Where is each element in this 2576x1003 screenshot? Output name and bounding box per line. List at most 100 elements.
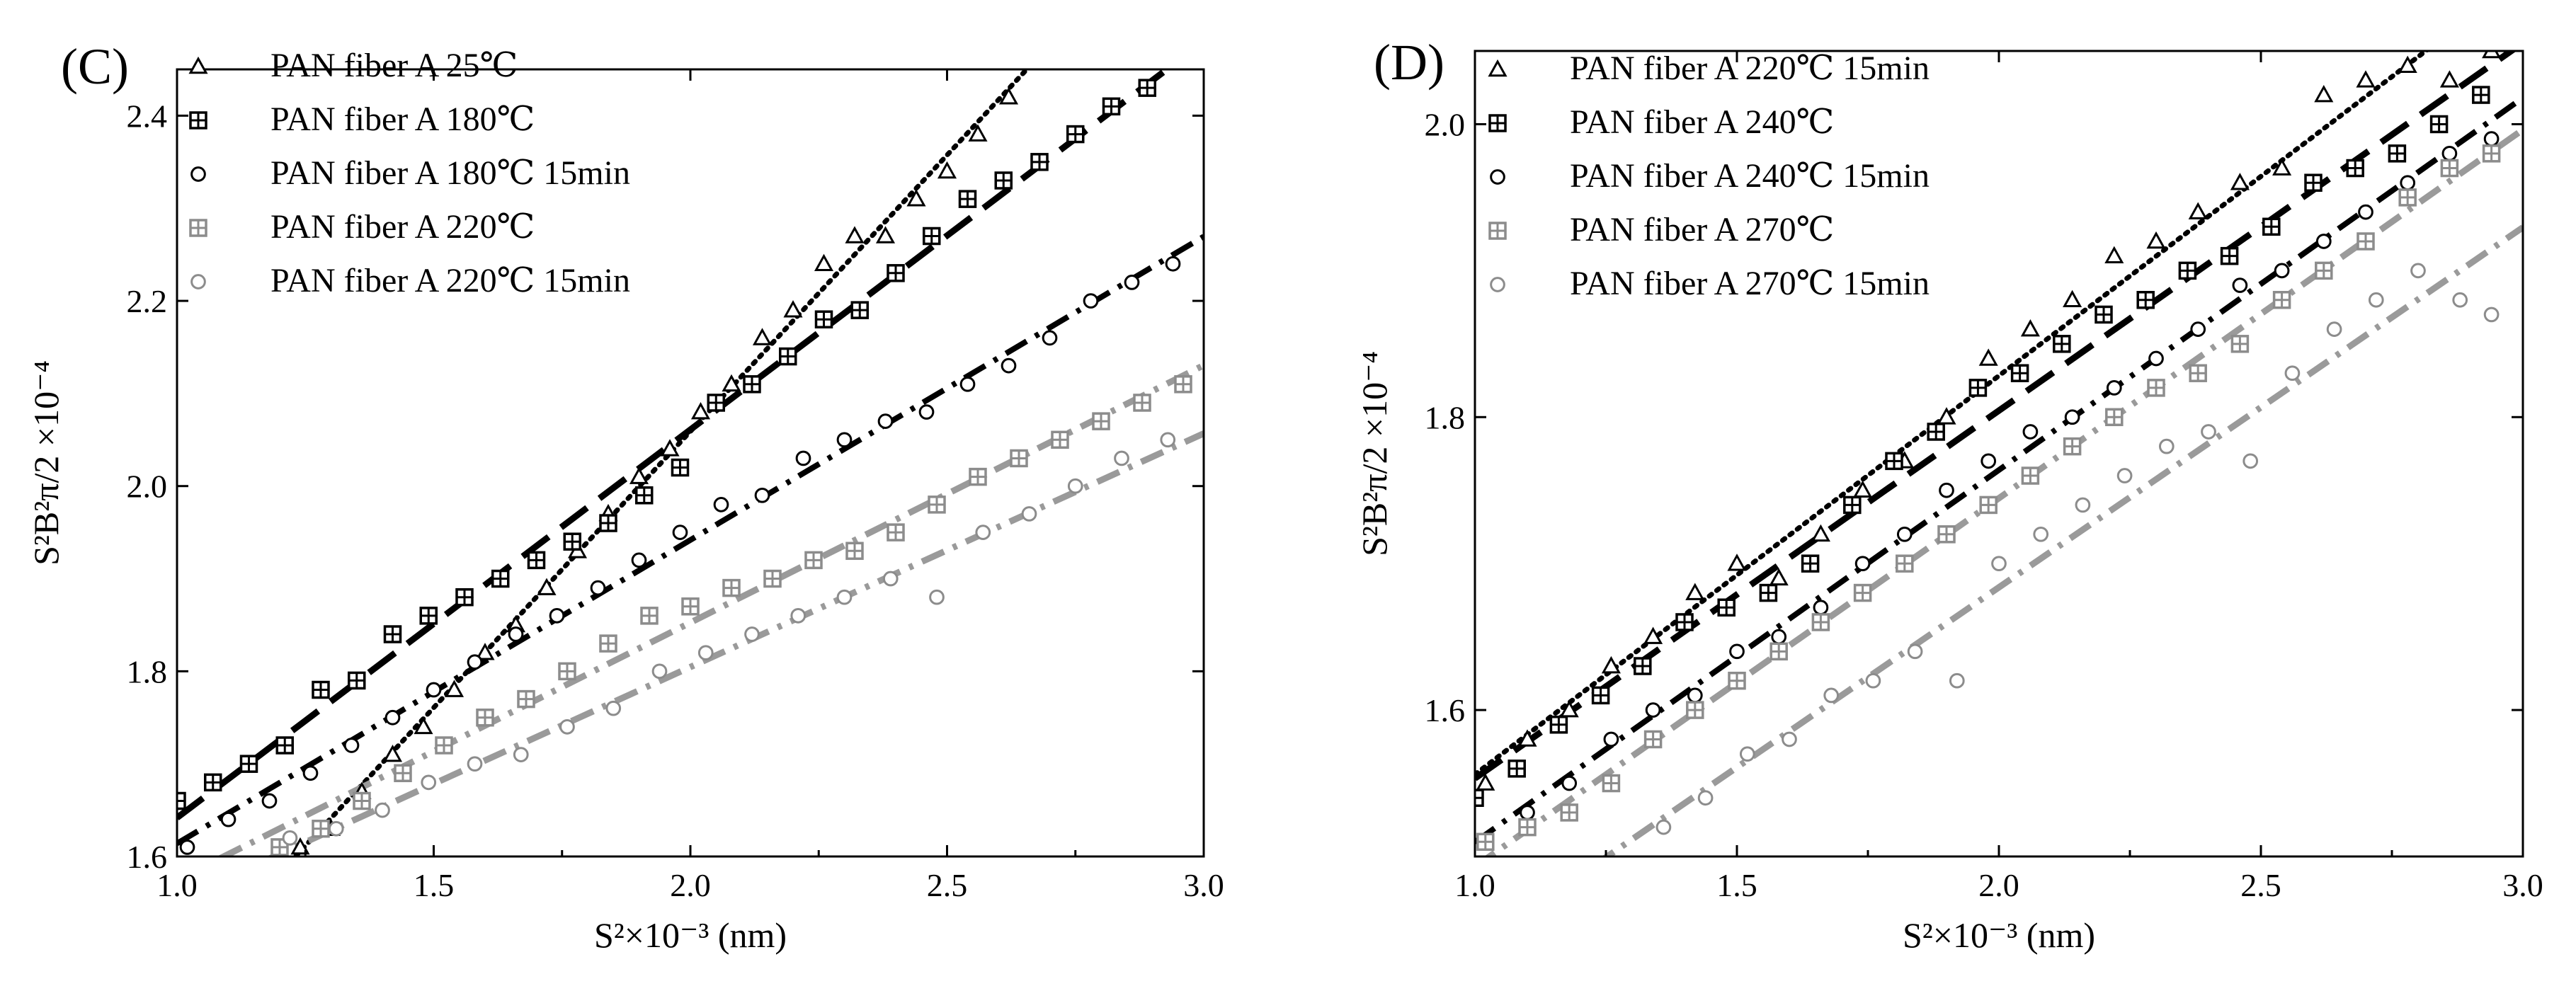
- data-point: [517, 689, 535, 709]
- data-point: [2095, 305, 2113, 324]
- data-point: [2232, 277, 2248, 293]
- fit-line-series-3: [1475, 95, 2523, 845]
- fit-line-series-5: [1601, 224, 2523, 856]
- data-point: [671, 458, 690, 477]
- data-point: [640, 607, 659, 625]
- data-point: [312, 680, 330, 699]
- data-point: [435, 736, 453, 755]
- data-point: [672, 525, 688, 540]
- data-point: [1634, 657, 1652, 675]
- data-point: [1843, 495, 1862, 515]
- data-point: [1991, 556, 2007, 572]
- data-point: [1978, 348, 1998, 366]
- data-point: [558, 662, 576, 681]
- y-tick-label: 1.8: [1425, 399, 1466, 435]
- y-tick-label: 1.6: [127, 839, 168, 875]
- panel-label: (D): [1374, 34, 1444, 91]
- data-points: [177, 52, 1192, 856]
- data-point: [383, 625, 402, 643]
- data-point: [2441, 145, 2458, 161]
- data-point: [2304, 173, 2323, 192]
- data-point: [559, 718, 575, 735]
- data-point: [2482, 144, 2501, 163]
- data-point: [1066, 125, 1085, 144]
- data-point: [2284, 365, 2301, 382]
- data-point: [491, 569, 510, 588]
- data-point: [845, 541, 864, 561]
- data-point: [2053, 335, 2071, 353]
- data-point: [414, 716, 433, 735]
- legend-marker: [1488, 114, 1507, 132]
- x-tick-label: 2.5: [2240, 867, 2281, 903]
- data-point: [722, 578, 741, 597]
- fit-line-series-4: [217, 362, 1204, 856]
- data-point: [1520, 805, 1535, 820]
- data-point: [1032, 52, 1047, 67]
- data-point: [2439, 70, 2459, 88]
- data-point: [2472, 86, 2490, 104]
- data-point: [877, 413, 894, 429]
- legend-label: PAN fiber A 220℃: [270, 208, 535, 246]
- data-point: [590, 580, 606, 596]
- data-point: [836, 432, 853, 448]
- data-point: [2146, 231, 2166, 249]
- series-5-points: [1655, 263, 2500, 835]
- data-point: [1968, 379, 1988, 397]
- data-point: [444, 680, 465, 697]
- y-tick-label: 1.6: [1425, 692, 1466, 728]
- legend-item: PAN fiber A 220℃ 15min: [1488, 50, 1930, 87]
- data-point: [2147, 379, 2165, 397]
- data-point: [1782, 731, 1797, 747]
- y-tick-label: 1.8: [127, 653, 168, 689]
- data-point: [2106, 380, 2122, 396]
- x-tick-label: 1.0: [1454, 867, 1495, 903]
- series-5-points: [282, 432, 1176, 846]
- data-point: [1559, 700, 1579, 718]
- data-point: [421, 774, 437, 791]
- data-point: [1114, 450, 1129, 466]
- data-point: [959, 376, 976, 392]
- data-point: [1092, 412, 1110, 430]
- legend-marker: [1488, 222, 1507, 240]
- data-point: [204, 773, 222, 792]
- data-point: [1769, 568, 1789, 586]
- data-point: [2105, 408, 2124, 427]
- data-point: [375, 802, 390, 818]
- legend-item: PAN fiber A 270℃ 15min: [1490, 265, 1930, 302]
- data-point: [290, 837, 310, 855]
- data-point: [1907, 643, 1923, 660]
- legend-label: PAN fiber A 270℃: [1570, 211, 1834, 248]
- data-point: [537, 578, 557, 595]
- data-point: [1981, 453, 1997, 469]
- series-4-points: [1476, 144, 2501, 852]
- data-point: [1591, 686, 1610, 705]
- series-3-points: [179, 256, 1181, 855]
- x-axis-title: S²×10⁻³ (nm): [594, 915, 787, 955]
- fit-line-series-5: [266, 430, 1204, 856]
- data-point: [707, 394, 725, 412]
- data-point: [1643, 626, 1663, 644]
- x-tick-label: 1.5: [1716, 867, 1757, 903]
- data-point: [1560, 803, 1578, 822]
- legend-marker: [188, 56, 208, 74]
- data-point: [1083, 293, 1099, 309]
- data-points: [1475, 51, 2502, 852]
- data-point: [1686, 701, 1704, 719]
- data-point: [697, 645, 714, 661]
- data-point: [2158, 438, 2175, 454]
- data-point: [353, 791, 371, 810]
- series-3-points: [1477, 131, 2500, 850]
- data-point: [467, 756, 483, 772]
- data-point: [1885, 452, 1903, 471]
- legend-item: PAN fiber A 270℃: [1488, 211, 1834, 248]
- x-tick-label: 2.0: [1978, 867, 2019, 903]
- data-point: [261, 793, 278, 809]
- data-point: [937, 161, 957, 179]
- legend-marker: [189, 111, 207, 130]
- data-point: [419, 607, 438, 625]
- x-tick-label: 3.0: [2502, 867, 2543, 903]
- data-point: [690, 401, 711, 420]
- data-point: [1853, 480, 1873, 498]
- data-point: [1813, 600, 1829, 616]
- fit-line-series-2: [1475, 51, 2517, 781]
